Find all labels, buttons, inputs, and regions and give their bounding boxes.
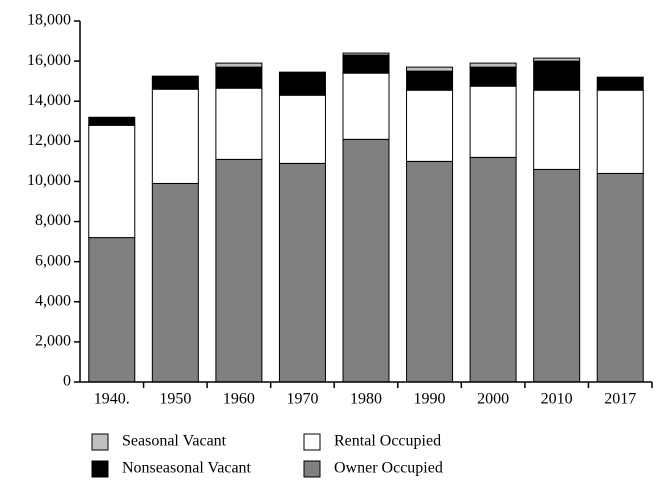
bar-segment (88, 116, 136, 126)
legend-swatch (91, 460, 109, 478)
bar-segment (88, 237, 136, 383)
x-tick-label: 2000 (477, 391, 509, 408)
bar-segment (596, 89, 644, 174)
bar-segment (278, 71, 326, 96)
bar-segment (406, 70, 454, 91)
y-tick-label: 12,000 (27, 132, 71, 149)
bar-segment (151, 75, 199, 90)
x-tick-label: 2017 (604, 391, 636, 408)
x-tick-label: 1960 (223, 391, 255, 408)
x-tick-label: 1980 (350, 391, 382, 408)
x-tick-label: 2010 (541, 391, 573, 408)
bar-segment (151, 88, 199, 184)
y-tick-label: 18,000 (27, 12, 71, 29)
legend-swatch (303, 433, 321, 451)
bar-segment (469, 62, 517, 68)
x-tick-label: 1950 (159, 391, 191, 408)
bar-segment (151, 182, 199, 383)
bar-segment (469, 156, 517, 383)
legend-label: Seasonal Vacant (122, 433, 227, 450)
bar-segment (342, 72, 390, 140)
bar-segment (596, 172, 644, 383)
bar-segment (533, 60, 581, 91)
y-tick-label: 10,000 (27, 172, 71, 189)
y-tick-label: 16,000 (27, 52, 71, 69)
bar-segment (533, 89, 581, 170)
bar-segment (215, 62, 263, 68)
y-tick-label: 0 (63, 373, 71, 390)
x-tick-label: 1940. (94, 391, 130, 408)
legend-swatch (303, 460, 321, 478)
legend-label: Owner Occupied (334, 460, 443, 477)
y-tick-label: 14,000 (27, 92, 71, 109)
bar-segment (342, 138, 390, 383)
legend-label: Nonseasonal Vacant (122, 460, 252, 477)
bar-segment (342, 52, 390, 56)
bar-segment (596, 76, 644, 91)
y-tick-label: 6,000 (35, 252, 71, 269)
y-tick-label: 2,000 (35, 333, 71, 350)
bar-segment (533, 57, 581, 62)
bar-segment (406, 160, 454, 383)
bar-segment (406, 89, 454, 162)
bar-segment (278, 162, 326, 383)
bar-segment (406, 66, 454, 72)
bar-segment (215, 87, 263, 160)
bar-segment (533, 168, 581, 383)
bar-segment (278, 94, 326, 164)
y-tick-label: 8,000 (35, 212, 71, 229)
x-tick-label: 1990 (414, 391, 446, 408)
x-tick-label: 1970 (286, 391, 318, 408)
bar-segment (215, 66, 263, 89)
y-tick-label: 4,000 (35, 292, 71, 309)
bar-segment (469, 66, 517, 87)
bar-segment (215, 158, 263, 383)
bar-segment (342, 54, 390, 74)
legend-swatch (91, 433, 109, 451)
bar-segment (88, 124, 136, 239)
bar-segment (469, 85, 517, 158)
legend-label: Rental Occupied (334, 433, 441, 450)
